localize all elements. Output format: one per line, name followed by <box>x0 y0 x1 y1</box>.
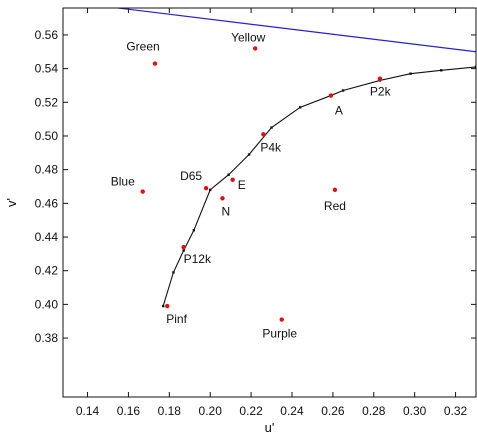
plot-frame <box>62 7 477 398</box>
point-p4k <box>261 132 266 137</box>
label-a: A <box>335 104 343 118</box>
y-tick-label: 0.40 <box>35 297 59 311</box>
label-p12k: P12k <box>184 252 212 266</box>
y-tick-label: 0.52 <box>35 95 59 109</box>
boundary-line <box>118 8 476 53</box>
point-labels: Green Yellow Blue Red Purple D65 EN A P2k P4k P12k… <box>111 30 392 340</box>
x-axis-label: u' <box>265 420 275 435</box>
x-tick-label: 0.20 <box>199 404 223 418</box>
label-yellow: Yellow <box>231 30 266 44</box>
point-red <box>332 187 338 193</box>
locus-marker <box>209 188 212 192</box>
label-p4k: P4k <box>260 140 282 154</box>
locus-marker <box>298 106 302 109</box>
point-blue <box>140 189 145 194</box>
label-blue: Blue <box>111 175 135 189</box>
y-tick-label: 0.38 <box>35 331 59 345</box>
locus-marker <box>247 153 251 156</box>
locus-marker <box>227 173 230 176</box>
locus-marker <box>192 229 196 232</box>
y-tick-label: 0.42 <box>35 264 59 278</box>
point-green <box>152 61 158 66</box>
x-tick-label: 0.32 <box>444 404 468 418</box>
point-pinf <box>165 303 170 309</box>
point-purple <box>279 317 284 322</box>
point-yellow <box>252 46 258 51</box>
label-purple: Purple <box>262 327 297 341</box>
locus-marker <box>409 72 412 75</box>
x-tick-label: 0.30 <box>403 404 427 418</box>
x-tick-label: 0.26 <box>321 404 345 418</box>
point-d65 <box>203 185 209 191</box>
x-tick-label: 0.16 <box>117 404 141 418</box>
label-pinf: Pinf <box>166 312 187 326</box>
y-tick-label: 0.46 <box>35 196 59 210</box>
y-axis-label: v' <box>4 198 19 207</box>
x-tick-label: 0.22 <box>239 404 263 418</box>
y-tick-label: 0.44 <box>35 230 59 244</box>
label-green: Green <box>126 40 159 54</box>
point-n <box>220 196 225 201</box>
x-tick-label: 0.28 <box>362 404 386 418</box>
point-e <box>230 177 235 182</box>
y-tick-label: 0.48 <box>35 163 59 177</box>
locus-marker <box>172 271 175 274</box>
label-red: Red <box>324 199 346 213</box>
locus-marker <box>341 89 345 92</box>
point-a <box>328 93 334 98</box>
y-tick-label: 0.54 <box>35 62 59 76</box>
data-points <box>140 46 383 322</box>
locus-marker <box>270 126 273 129</box>
x-tick-label: 0.14 <box>76 404 100 418</box>
label-e: E <box>238 178 246 192</box>
label-d65: D65 <box>180 169 202 183</box>
locus-marker <box>440 69 443 72</box>
planckian-locus-line <box>162 66 476 307</box>
chart-lines <box>118 8 476 308</box>
y-tick-label: 0.56 <box>35 28 59 42</box>
locus-marker <box>474 65 476 69</box>
label-n: N <box>221 204 230 218</box>
y-tick-label: 0.50 <box>35 129 59 143</box>
locus-marker <box>182 249 185 252</box>
point-p2k <box>377 76 383 81</box>
label-p2k: P2k <box>370 85 392 99</box>
point-p12k <box>181 244 186 250</box>
x-tick-label: 0.24 <box>280 404 304 418</box>
locus-marker <box>161 304 165 308</box>
x-tick-label: 0.18 <box>158 404 182 418</box>
axis-ticks: 0.14 0.16 0.18 0.20 0.22 0.24 0.26 0.28 0.30 0.32… <box>35 8 476 418</box>
